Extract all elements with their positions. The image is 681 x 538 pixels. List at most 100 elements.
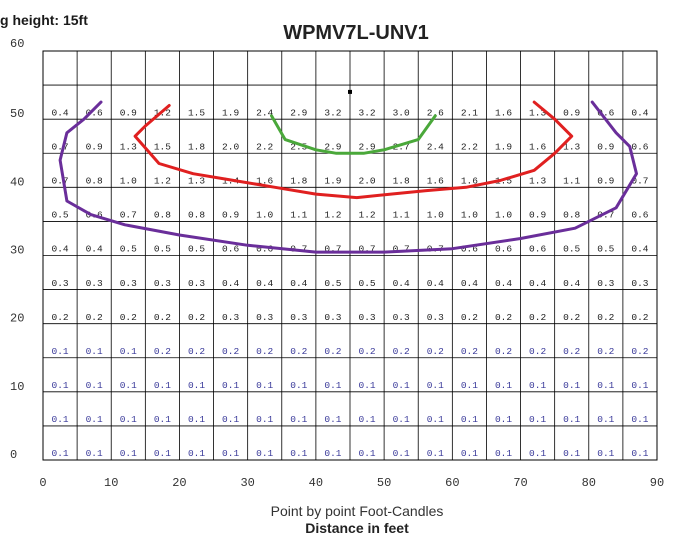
footcandle-value: 0.1 <box>120 414 137 425</box>
footcandle-value: 1.8 <box>393 176 410 187</box>
footcandle-value: 0.6 <box>461 244 478 255</box>
footcandle-value: 1.3 <box>529 107 546 118</box>
footcandle-value: 0.2 <box>222 346 239 357</box>
footcandle-value: 1.0 <box>495 210 512 221</box>
footcandle-value: 0.2 <box>597 312 614 323</box>
footcandle-value: 0.1 <box>427 414 444 425</box>
y-tick-label: 30 <box>10 244 24 258</box>
footcandle-value: 0.2 <box>461 312 478 323</box>
footcandle-value: 1.9 <box>495 141 512 152</box>
footcandle-value: 0.4 <box>222 278 239 289</box>
footcandle-value: 1.6 <box>256 176 273 187</box>
y-tick-label: 40 <box>10 175 24 189</box>
footcandle-value: 0.3 <box>120 278 137 289</box>
footcandle-value: 0.8 <box>154 210 171 221</box>
footcandle-value: 2.2 <box>256 141 273 152</box>
axis-ticks: 0 10 20 30 40 50 60 70 80 90 0 10 20 30 40 50 60 <box>10 37 664 490</box>
footcandle-value: 0.1 <box>324 448 341 459</box>
footcandle-value: 2.4 <box>427 141 444 152</box>
footcandle-value: 0.1 <box>495 448 512 459</box>
footcandle-value: 0.1 <box>222 448 239 459</box>
footcandle-value: 0.2 <box>563 312 580 323</box>
footcandle-value: 0.9 <box>86 141 103 152</box>
footcandle-value: 0.1 <box>52 380 69 391</box>
footcandle-value: 0.1 <box>86 414 103 425</box>
footcandle-value: 0.1 <box>529 448 546 459</box>
footcandle-value: 0.1 <box>188 414 205 425</box>
footcandle-value: 0.4 <box>529 278 546 289</box>
footcandle-value: 1.2 <box>154 176 171 187</box>
footcandle-value: 0.9 <box>529 210 546 221</box>
chart-subtitle: Point by point Foot-Candles <box>271 503 444 519</box>
footcandle-value: 1.0 <box>427 210 444 221</box>
footcandle-value: 0.1 <box>256 448 273 459</box>
footcandle-value: 0.7 <box>120 210 137 221</box>
footcandle-value: 0.4 <box>86 244 103 255</box>
footcandle-value: 0.3 <box>188 278 205 289</box>
footcandle-value: 0.3 <box>597 278 614 289</box>
x-tick-label: 10 <box>104 476 118 490</box>
isoline <box>133 100 574 200</box>
footcandle-value: 0.1 <box>563 380 580 391</box>
footcandle-value: 1.0 <box>461 210 478 221</box>
footcandle-value: 0.3 <box>86 278 103 289</box>
footcandle-value: 0.3 <box>427 312 444 323</box>
footcandle-value: 0.8 <box>563 210 580 221</box>
footcandle-value: 0.5 <box>324 278 341 289</box>
footcandle-value: 0.2 <box>631 312 648 323</box>
footcandle-value: 0.4 <box>52 244 69 255</box>
footcandle-value: 3.0 <box>393 107 410 118</box>
footcandle-value: 0.7 <box>597 210 614 221</box>
x-tick-label: 50 <box>377 476 391 490</box>
footcandle-value: 0.6 <box>256 244 273 255</box>
x-tick-label: 30 <box>240 476 254 490</box>
footcandle-value: 0.2 <box>393 346 410 357</box>
footcandle-value: 0.1 <box>597 448 614 459</box>
footcandle-value: 0.3 <box>359 312 376 323</box>
x-tick-label: 40 <box>309 476 323 490</box>
footcandle-value: 0.2 <box>529 312 546 323</box>
footcandle-value: 0.1 <box>597 414 614 425</box>
footcandle-value: 0.1 <box>188 380 205 391</box>
footcandle-value: 0.3 <box>52 278 69 289</box>
footcandle-value: 0.1 <box>631 380 648 391</box>
footcandle-value: 0.7 <box>52 141 69 152</box>
footcandle-value: 0.1 <box>359 448 376 459</box>
footcandle-value: 0.9 <box>597 141 614 152</box>
footcandle-value: 2.0 <box>359 176 376 187</box>
footcandle-value: 0.2 <box>188 346 205 357</box>
footcandle-value: 0.4 <box>290 278 307 289</box>
footcandle-value: 2.6 <box>427 107 444 118</box>
footcandle-value: 0.5 <box>597 244 614 255</box>
footcandle-value: 0.8 <box>188 210 205 221</box>
y-tick-label: 10 <box>10 380 24 394</box>
footcandle-value: 0.1 <box>86 448 103 459</box>
footcandle-value: 0.2 <box>495 312 512 323</box>
footcandle-value: 1.6 <box>529 141 546 152</box>
footcandle-value: 0.1 <box>324 380 341 391</box>
footcandle-value: 0.7 <box>359 244 376 255</box>
footcandle-value: 0.3 <box>256 312 273 323</box>
footcandle-value: 0.2 <box>631 346 648 357</box>
footcandle-value: 0.5 <box>563 244 580 255</box>
footcandle-value: 0.1 <box>52 346 69 357</box>
footcandle-value: 0.1 <box>461 380 478 391</box>
footcandle-value: 0.2 <box>188 312 205 323</box>
footcandle-value: 0.6 <box>597 107 614 118</box>
x-tick-label: 70 <box>513 476 527 490</box>
footcandle-value: 0.3 <box>222 312 239 323</box>
footcandle-value: 0.3 <box>631 278 648 289</box>
footcandle-value: 0.2 <box>154 312 171 323</box>
footcandle-value: 1.3 <box>563 141 580 152</box>
footcandle-value: 0.6 <box>631 210 648 221</box>
chart-title: WPMV7L-UNV1 <box>283 22 429 44</box>
footcandle-value: 0.1 <box>461 414 478 425</box>
footcandle-value: 1.3 <box>529 176 546 187</box>
isolines <box>58 100 638 254</box>
footcandle-value: 0.2 <box>120 312 137 323</box>
footcandle-value: 0.1 <box>256 380 273 391</box>
footcandle-value: 0.1 <box>563 414 580 425</box>
footcandle-value: 0.2 <box>427 346 444 357</box>
footcandle-value: 0.1 <box>631 448 648 459</box>
